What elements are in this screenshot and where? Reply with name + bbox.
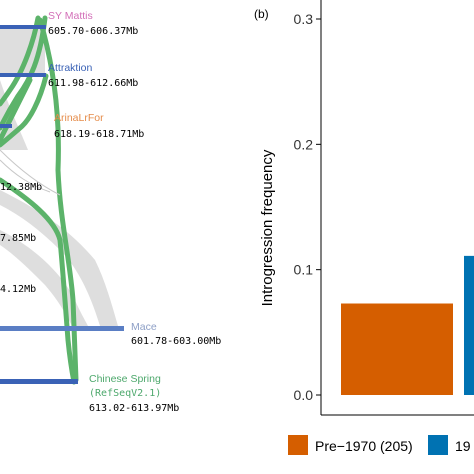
range-partial-2: 7.85Mb [0, 233, 36, 244]
bar-chart-panel: (b) Introgression frequency 0.0 0.1 0.2 0.3… [254, 0, 474, 455]
bar-1 [464, 255, 474, 395]
y-tick-label: 0.0 [294, 387, 314, 403]
range-sy-mattis: 605.70-606.37Mb [48, 26, 138, 37]
range-chinese-spring: 613.02-613.97Mb [89, 403, 179, 414]
y-tick-label: 0.2 [294, 136, 314, 152]
bar-chinese-spring [0, 379, 78, 384]
label-chinese-spring: Chinese Spring [89, 373, 161, 385]
label-chinese-spring-2: (RefSeqV2.1) [89, 388, 161, 399]
green-link-3 [0, 73, 49, 148]
legend-label: 19 [455, 438, 471, 454]
green-link-4 [37, 17, 79, 383]
bar-mace [0, 326, 124, 331]
bar-sy-mattis [0, 25, 46, 29]
thin-links [0, 149, 61, 196]
range-partial-1: 12.38Mb [0, 182, 42, 193]
green-link-2 [0, 15, 41, 107]
y-axis-label: Introgression frequency [259, 149, 276, 306]
bars-group [341, 255, 474, 395]
label-arinalrfor: ArinaLrFor [54, 112, 104, 124]
legend-label: Pre−1970 (205) [315, 438, 413, 454]
y-axis-ticks: 0.0 0.1 0.2 0.3 [294, 11, 321, 403]
thin-link-1 [0, 149, 61, 196]
range-arinalrfor: 618.19-618.71Mb [54, 129, 144, 140]
green-link-1 [0, 15, 48, 131]
bar-attraktion [0, 73, 46, 77]
synteny-panel: SY Mattis 605.70-606.37Mb Attraktion 611… [0, 10, 221, 414]
legend-swatch [288, 435, 308, 455]
link-middle-mace [0, 190, 118, 326]
range-attraktion: 611.98-612.66Mb [48, 78, 138, 89]
highlight-links [0, 15, 79, 385]
label-attraktion: Attraktion [48, 62, 93, 74]
thin-link-2 [0, 159, 51, 193]
label-sy-mattis: SY Mattis [48, 10, 93, 22]
legend-swatch [428, 435, 448, 455]
label-mace: Mace [131, 321, 157, 333]
green-link-6 [0, 177, 77, 385]
link-attraktion-lower [0, 80, 28, 150]
y-tick-label: 0.3 [294, 11, 314, 27]
range-mace: 601.78-603.00Mb [131, 336, 221, 347]
bar-0 [341, 303, 453, 395]
green-link-5 [0, 77, 33, 143]
y-tick-label: 0.1 [294, 262, 314, 278]
bar-arinalrfor [0, 124, 12, 128]
panel-label-b: (b) [254, 7, 269, 21]
range-partial-3: 4.12Mb [0, 284, 36, 295]
legend: Pre−1970 (205) 19 [288, 435, 471, 455]
